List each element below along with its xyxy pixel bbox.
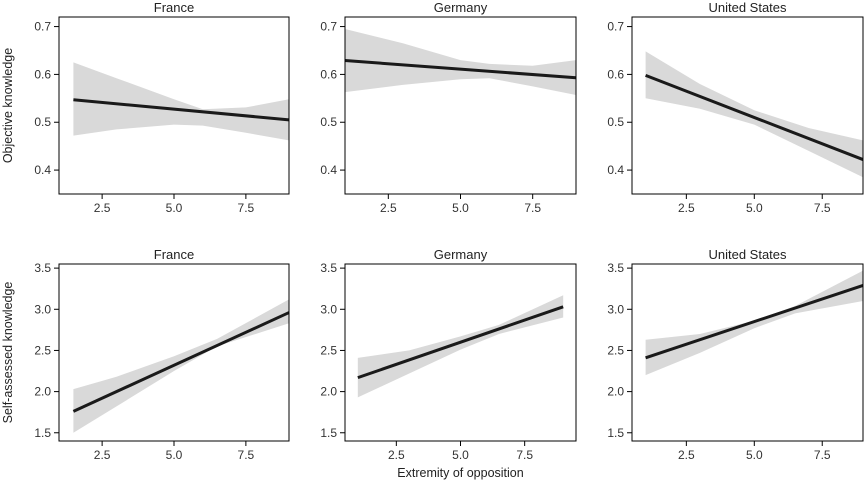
x-tick-label: 7.5 — [238, 201, 255, 215]
x-tick-label: 7.5 — [516, 448, 533, 462]
y-tick-label: 0.7 — [607, 20, 624, 34]
regression-line — [357, 305, 564, 380]
x-tick-label: 2.5 — [678, 201, 695, 215]
x-tick-label: 2.5 — [388, 448, 405, 462]
confidence-band — [73, 62, 290, 141]
panel-title: United States — [708, 0, 787, 15]
confidence-band — [645, 51, 863, 178]
y-tick-label: 0.6 — [607, 67, 624, 81]
panel-1: 2.5 5.0 7.5 0.4 0.5 0.6 0.7 France Objective kno… — [1, 0, 290, 215]
panel-frame — [631, 263, 864, 442]
panel-title: Germany — [434, 0, 488, 15]
y-tick-label: 1.5 — [607, 426, 624, 440]
y-tick-label: 0.6 — [320, 67, 337, 81]
y-tick-label: 0.6 — [34, 67, 51, 81]
y-tick-label: 2.5 — [607, 343, 624, 357]
panel-title: United States — [708, 247, 787, 262]
y-tick-label: 2.5 — [320, 343, 337, 357]
x-tick-label: 7.5 — [814, 448, 831, 462]
y-tick-label: 3.0 — [607, 302, 624, 316]
panel-4: 2.5 5.0 7.5 1.5 2.0 2.5 3.0 3.5 France Self-asses… — [1, 247, 290, 462]
x-tick-label: 7.5 — [814, 201, 831, 215]
y-tick-label: 3.5 — [607, 261, 624, 275]
y-axis-label: Self-assessed knowledge — [1, 282, 15, 424]
regression-line — [645, 73, 864, 161]
x-tick-label: 5.0 — [452, 201, 469, 215]
panel-frame — [631, 16, 864, 195]
y-tick-label: 2.5 — [34, 343, 51, 357]
panel-2: 2.5 5.0 7.5 0.4 0.5 0.6 0.7 Germany — [320, 0, 577, 215]
panel-3: 2.5 5.0 7.5 0.4 0.5 0.6 0.7 United States — [607, 0, 864, 215]
y-tick-label: 2.0 — [320, 385, 337, 399]
confidence-band — [73, 299, 290, 433]
panel-title: Germany — [434, 247, 488, 262]
x-tick-label: 2.5 — [94, 448, 111, 462]
panel-6: 2.5 5.0 7.5 1.5 2.0 2.5 3.0 3.5 United States — [607, 247, 864, 462]
y-tick-label: 0.5 — [34, 115, 51, 129]
y-tick-label: 2.0 — [607, 385, 624, 399]
x-tick-label: 2.5 — [380, 201, 397, 215]
y-tick-label: 3.0 — [320, 302, 337, 316]
y-tick-label: 0.7 — [34, 20, 51, 34]
y-tick-label: 0.4 — [34, 163, 51, 177]
x-tick-label: 5.0 — [746, 201, 763, 215]
x-tick-label: 2.5 — [94, 201, 111, 215]
x-axis-label: Extremity of opposition — [397, 466, 523, 480]
y-axis-label: Objective knowledge — [1, 48, 15, 163]
confidence-band — [345, 29, 576, 95]
y-tick-label: 0.4 — [320, 163, 337, 177]
x-tick-label: 5.0 — [746, 448, 763, 462]
y-tick-label: 0.5 — [607, 115, 624, 129]
panel-title: France — [154, 0, 194, 15]
confidence-band — [357, 295, 564, 398]
x-tick-label: 2.5 — [678, 448, 695, 462]
y-tick-label: 3.5 — [320, 261, 337, 275]
y-tick-label: 0.7 — [320, 20, 337, 34]
y-tick-label: 3.5 — [34, 261, 51, 275]
y-tick-label: 3.0 — [34, 302, 51, 316]
y-tick-label: 0.5 — [320, 115, 337, 129]
y-tick-label: 2.0 — [34, 385, 51, 399]
regression-line — [72, 311, 290, 413]
y-tick-label: 0.4 — [607, 163, 624, 177]
x-tick-label: 5.0 — [166, 201, 183, 215]
panel-frame — [344, 263, 577, 442]
x-tick-label: 7.5 — [524, 201, 541, 215]
x-tick-label: 7.5 — [238, 448, 255, 462]
y-tick-label: 1.5 — [34, 426, 51, 440]
regression-line — [73, 98, 290, 122]
panel-title: France — [154, 247, 194, 262]
x-tick-label: 5.0 — [452, 448, 469, 462]
x-tick-label: 5.0 — [166, 448, 183, 462]
regression-line — [344, 59, 577, 80]
panel-5: 2.5 5.0 7.5 1.5 2.0 2.5 3.0 3.5 Germany Extremity… — [320, 247, 577, 480]
y-tick-label: 1.5 — [320, 426, 337, 440]
regression-line — [645, 283, 864, 360]
